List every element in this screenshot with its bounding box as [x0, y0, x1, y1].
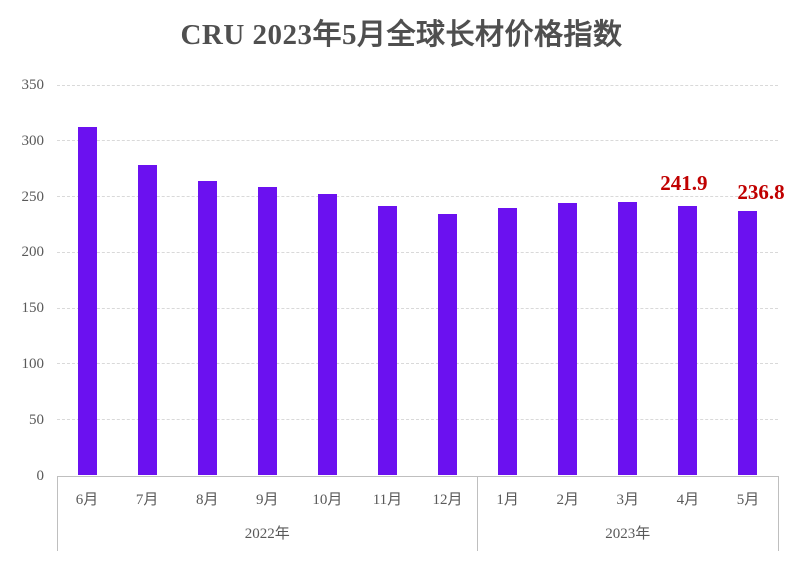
y-axis-tick-label: 300 [21, 132, 45, 149]
gridline [57, 84, 778, 86]
bar-value-label: 236.8 [737, 180, 785, 205]
y-axis-tick-label: 200 [21, 244, 45, 261]
x-axis-year-label: 2023年 [605, 526, 651, 542]
bar [77, 126, 97, 476]
axis-group-divider [56, 475, 58, 551]
y-axis-tick-label: 250 [21, 188, 45, 205]
bar [257, 186, 277, 476]
y-axis-tick-label: 100 [21, 355, 45, 372]
chart-title: CRU 2023年5月全球长材价格指数 [180, 19, 623, 51]
bar [558, 202, 578, 476]
bar [438, 213, 458, 476]
bar [137, 164, 157, 476]
bar [738, 211, 758, 476]
y-axis-tick-label: 0 [36, 467, 45, 484]
bar [618, 202, 638, 476]
x-axis-month-label: 5月 [736, 492, 760, 508]
x-axis-month-label: 12月 [432, 492, 463, 508]
x-axis-month-label: 1月 [496, 492, 519, 508]
gridline [57, 307, 778, 309]
y-axis-tick-label: 350 [21, 77, 45, 93]
bar [678, 205, 698, 476]
bar [498, 207, 518, 476]
bar [197, 180, 217, 476]
x-axis-month-label: 9月 [256, 492, 279, 508]
x-axis-month-label: 3月 [616, 492, 640, 508]
bar-value-label: 241.9 [660, 170, 708, 195]
bar [317, 193, 337, 476]
gridline [57, 419, 778, 421]
x-axis-year-label: 2022年 [244, 526, 290, 542]
axis-group-divider [477, 475, 479, 551]
gridline [57, 196, 778, 198]
x-axis-month-label: 10月 [312, 492, 343, 508]
x-axis-line [57, 475, 778, 477]
axis-group-divider [777, 475, 779, 551]
gridline [57, 251, 778, 253]
gridline [57, 140, 778, 142]
y-axis-tick-label: 150 [21, 300, 45, 317]
gridline [57, 363, 778, 365]
y-axis-tick-label: 50 [29, 411, 44, 428]
x-axis-month-label: 7月 [135, 492, 159, 508]
x-axis-month-label: 4月 [676, 492, 700, 508]
x-axis-month-label: 2月 [556, 492, 579, 508]
x-axis-month-label: 6月 [75, 492, 99, 508]
x-axis-month-label: 8月 [195, 492, 219, 508]
bar [377, 205, 397, 476]
x-axis-month-label: 11月 [372, 492, 403, 508]
